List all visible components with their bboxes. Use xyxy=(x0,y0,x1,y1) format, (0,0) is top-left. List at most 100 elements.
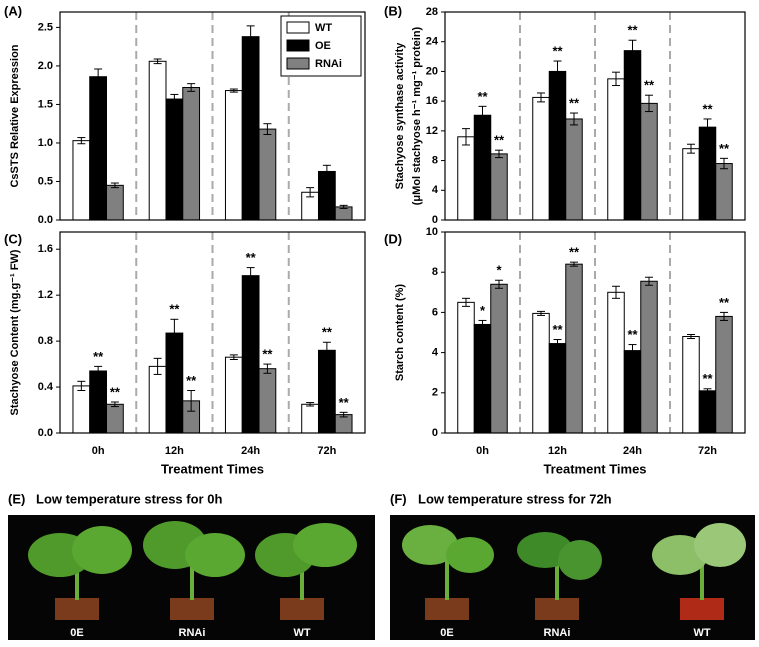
bar xyxy=(490,153,508,221)
error-bar xyxy=(246,267,255,285)
bar xyxy=(607,78,625,221)
y-tick-label: 1.0 xyxy=(38,137,53,149)
y-tick-label: 1.2 xyxy=(38,289,53,301)
significance-label: ** xyxy=(186,373,197,388)
error-bar xyxy=(570,112,578,126)
significance-label: ** xyxy=(494,133,505,148)
bar xyxy=(165,98,184,221)
error-bar xyxy=(495,149,503,159)
error-bar xyxy=(478,105,487,125)
error-bar xyxy=(628,344,637,358)
y-tick-label: 8 xyxy=(432,154,438,166)
bar xyxy=(623,50,642,221)
bar xyxy=(224,356,243,434)
error-bar xyxy=(645,94,653,113)
y-tick-label: 16 xyxy=(426,95,438,107)
bar xyxy=(165,332,184,434)
y-tick-label: 28 xyxy=(426,6,438,18)
panel-label: (B) xyxy=(384,3,402,18)
bar xyxy=(258,368,277,434)
error-bar xyxy=(537,92,545,103)
error-bar xyxy=(612,71,620,87)
x-axis-label: Treatment Times xyxy=(543,461,646,476)
error-bar xyxy=(720,311,728,321)
x-tick-label: 24h xyxy=(241,445,260,457)
bar xyxy=(565,263,583,434)
bar xyxy=(490,283,508,434)
bar xyxy=(565,118,583,221)
significance-label: ** xyxy=(262,347,273,362)
significance-label: ** xyxy=(719,141,730,156)
error-bar xyxy=(495,279,503,289)
y-tick-label: 12 xyxy=(426,125,438,137)
error-bar xyxy=(246,25,255,48)
significance-label: ** xyxy=(169,302,180,317)
plants-f xyxy=(402,523,746,620)
bar xyxy=(106,184,124,221)
plant-label: 0E xyxy=(440,627,453,639)
significance-label: ** xyxy=(339,395,350,410)
plot-frame xyxy=(59,11,366,221)
y-tick-label: 4 xyxy=(432,347,439,359)
bar xyxy=(457,136,475,221)
error-bar xyxy=(339,204,348,209)
x-tick-label: 72h xyxy=(317,445,336,457)
bar xyxy=(457,301,475,434)
y-tick-label: 0.0 xyxy=(38,214,53,226)
x-tick-label: 12h xyxy=(165,445,184,457)
bar xyxy=(698,126,717,221)
significance-label: ** xyxy=(569,245,580,260)
error-bar xyxy=(339,411,348,418)
photo-title: Low temperature stress for 0h xyxy=(36,491,222,506)
bar xyxy=(72,140,91,221)
error-bar xyxy=(628,39,637,62)
significance-label: ** xyxy=(93,349,104,364)
bar xyxy=(182,86,201,221)
bar xyxy=(241,275,260,434)
legend-label: RNAi xyxy=(315,58,342,70)
error-bar xyxy=(263,363,272,374)
plant-label: RNAi xyxy=(544,627,571,639)
bar xyxy=(473,114,492,221)
photo-title: Low temperature stress for 72h xyxy=(418,491,612,506)
bar xyxy=(682,336,700,434)
y-axis-label: (μMol stachyose h⁻¹ mg⁻¹ protein) xyxy=(411,26,423,205)
significance-label: ** xyxy=(477,89,488,104)
x-tick-label: 24h xyxy=(623,445,642,457)
significance-label: ** xyxy=(552,43,563,58)
error-bar xyxy=(187,83,196,92)
bar xyxy=(72,385,91,434)
panel-label: (A) xyxy=(4,3,22,18)
error-bar xyxy=(687,143,695,154)
bar xyxy=(640,102,658,221)
x-tick-label: 12h xyxy=(548,445,567,457)
x-tick-label: 0h xyxy=(476,445,489,457)
error-bar xyxy=(537,310,545,316)
y-tick-label: 2.5 xyxy=(38,21,53,33)
y-tick-label: 0 xyxy=(432,214,438,226)
error-bar xyxy=(462,128,470,146)
error-bar xyxy=(187,390,196,412)
panel-label: (C) xyxy=(4,231,22,246)
y-axis-label: Stachyose synthase activity xyxy=(394,42,406,190)
significance-label: ** xyxy=(719,295,730,310)
error-bar xyxy=(553,339,562,349)
y-axis-label: CsSTS Relative Expression xyxy=(9,44,21,187)
bar xyxy=(317,170,336,221)
error-bar xyxy=(153,357,162,375)
bar xyxy=(715,315,733,434)
error-bar xyxy=(94,365,103,377)
significance-label: ** xyxy=(702,101,713,116)
error-bar xyxy=(306,187,315,198)
y-tick-label: 10 xyxy=(426,226,438,238)
error-bar xyxy=(77,380,86,392)
bar xyxy=(258,128,277,221)
bar xyxy=(106,403,124,434)
error-bar xyxy=(322,164,331,179)
significance-label: ** xyxy=(702,371,713,386)
panel-label: (D) xyxy=(384,231,402,246)
significance-label: ** xyxy=(110,384,121,399)
plant-label: WT xyxy=(693,627,710,639)
photo-label: (F) xyxy=(390,491,407,506)
legend-swatch xyxy=(286,39,310,52)
